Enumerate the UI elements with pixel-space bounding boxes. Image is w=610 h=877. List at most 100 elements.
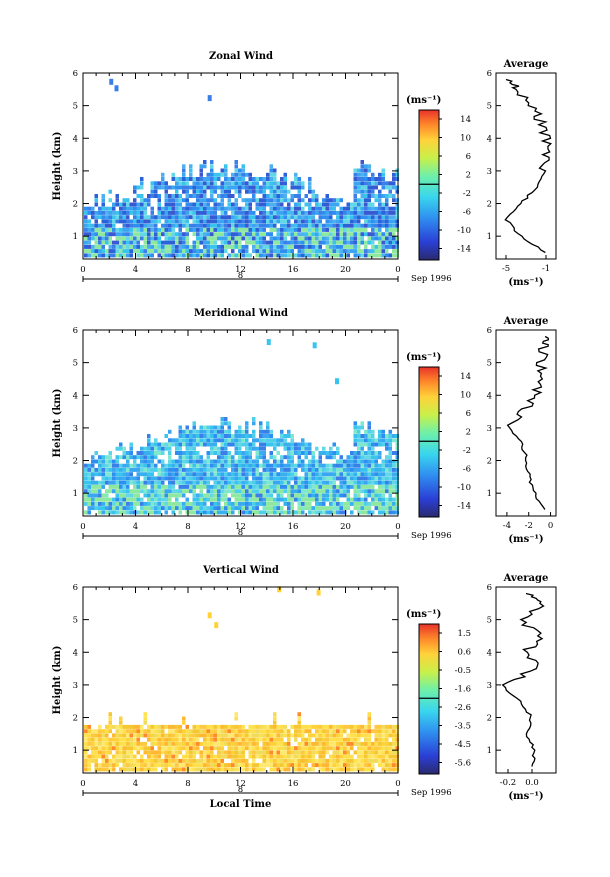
- heatmap-cell: [308, 480, 312, 485]
- heatmap-cell: [395, 446, 399, 451]
- heatmap-cell: [133, 767, 137, 772]
- heatmap-cell: [140, 206, 144, 211]
- heatmap-cell: [234, 746, 238, 751]
- heatmap-cell: [269, 497, 273, 502]
- heatmap-cell: [147, 455, 151, 460]
- heatmap-cell: [339, 741, 343, 746]
- heatmap-cell: [161, 472, 165, 477]
- heatmap-cell: [252, 754, 256, 759]
- heatmap-cell: [262, 223, 266, 228]
- heatmap-cell: [213, 240, 217, 245]
- heatmap-cell: [273, 758, 277, 763]
- heatmap-cell: [206, 434, 210, 438]
- heatmap-cell: [329, 737, 333, 742]
- heatmap-cell: [199, 210, 203, 215]
- heatmap-cell: [280, 763, 284, 768]
- heatmap-cell: [297, 493, 301, 498]
- heatmap-cell: [168, 210, 172, 215]
- heatmap-cell: [276, 210, 280, 215]
- heatmap-cell: [87, 737, 91, 742]
- heatmap-cell: [385, 249, 389, 254]
- heatmap-cell: [294, 236, 298, 241]
- heatmap-cell: [388, 438, 392, 443]
- heatmap-cell: [332, 737, 336, 742]
- heatmap-cell: [367, 720, 371, 725]
- heatmap-cell: [339, 455, 343, 460]
- heatmap-cell: [115, 484, 119, 489]
- heatmap-cell: [231, 506, 235, 511]
- heatmap-cell: [199, 185, 203, 190]
- heatmap-cell: [336, 497, 340, 502]
- heatmap-cell: [241, 172, 245, 177]
- heatmap-cell: [84, 484, 88, 489]
- heatmap-cell: [343, 253, 347, 258]
- heatmap-cell: [213, 506, 217, 511]
- heatmap-cell: [259, 185, 263, 190]
- heatmap-cell: [385, 202, 389, 207]
- heatmap-cell: [238, 506, 242, 511]
- heatmap-cell: [84, 476, 88, 481]
- heatmap-cell: [385, 194, 389, 198]
- heatmap-cell: [157, 446, 161, 451]
- heatmap-cell: [157, 459, 161, 464]
- heatmap-cell: [154, 476, 158, 481]
- heatmap-cell: [217, 177, 221, 181]
- heatmap-cell: [318, 240, 322, 245]
- heatmap-cell: [287, 227, 291, 232]
- heatmap-cell: [395, 472, 399, 477]
- colorbar-tick-label: 14: [460, 372, 471, 382]
- heatmap-cell: [126, 741, 130, 746]
- heatmap-cell: [84, 746, 88, 751]
- heatmap-cell: [143, 215, 147, 220]
- heatmap-cell: [280, 476, 284, 481]
- heatmap-cell: [248, 484, 252, 489]
- heatmap-cell: [164, 467, 168, 472]
- heatmap-cell: [224, 724, 228, 729]
- heatmap-cell: [353, 232, 357, 237]
- heatmap-cell: [252, 750, 256, 755]
- heatmap-cell: [357, 754, 361, 759]
- heatmap-cell: [136, 480, 140, 485]
- profile-line: [506, 335, 550, 510]
- heatmap-cell: [311, 219, 315, 224]
- heatmap-cell: [84, 497, 88, 502]
- heatmap-cell: [136, 194, 140, 198]
- heatmap-cell: [192, 177, 196, 181]
- heatmap-cell: [259, 754, 263, 759]
- heatmap-cell: [378, 754, 382, 759]
- heatmap-cell: [371, 758, 375, 763]
- heatmap-cell: [126, 501, 130, 506]
- heatmap-cell: [266, 480, 270, 485]
- heatmap-cell: [290, 438, 294, 443]
- heatmap-cell: [231, 249, 235, 254]
- heatmap-cell: [171, 215, 175, 220]
- heatmap-cell: [287, 476, 291, 481]
- heatmap-cell: [273, 767, 277, 772]
- heatmap-cell: [115, 497, 119, 502]
- heatmap-cell: [283, 181, 287, 186]
- heatmap-cell: [294, 497, 298, 502]
- heatmap-cell: [336, 202, 340, 207]
- heatmap-cell: [168, 506, 172, 511]
- heatmap-cell: [297, 249, 301, 254]
- heatmap-cell: [185, 425, 189, 430]
- heatmap-cell: [196, 472, 200, 477]
- heatmap-cell: [350, 467, 354, 472]
- heatmap-cell: [234, 223, 238, 228]
- heatmap-cell: [371, 741, 375, 746]
- heatmap-cell: [220, 750, 224, 755]
- heatmap-cell: [350, 227, 354, 232]
- heatmap-cell: [143, 206, 147, 211]
- heatmap-cell: [346, 253, 350, 258]
- heatmap-cell: [252, 746, 256, 751]
- heatmap-cell: [335, 378, 339, 385]
- heatmap-cell: [301, 446, 305, 451]
- heatmap-cell: [175, 232, 179, 237]
- heatmap-cell: [182, 198, 186, 203]
- heatmap-cell: [87, 724, 91, 729]
- heatmap-cell: [325, 733, 329, 738]
- heatmap-cell: [98, 754, 102, 759]
- heatmap-cell: [171, 467, 175, 472]
- heatmap-cell: [297, 215, 301, 220]
- heatmap-cell: [252, 421, 256, 426]
